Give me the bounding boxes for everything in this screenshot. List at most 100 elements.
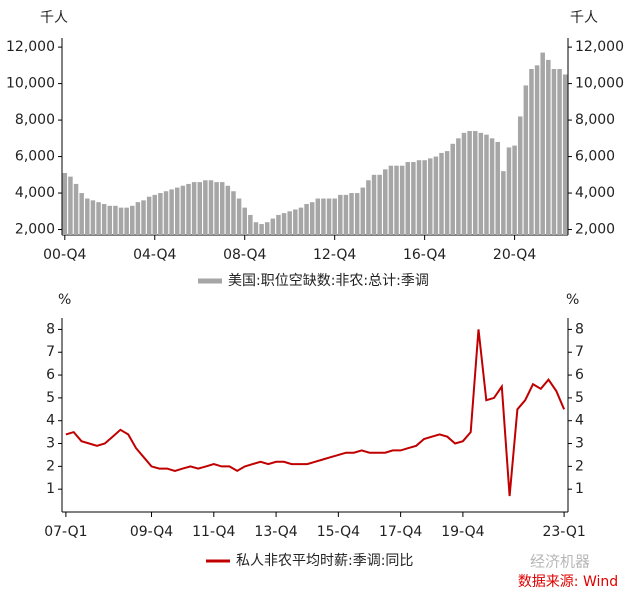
bar	[242, 207, 247, 235]
y-tick-label: 4	[46, 413, 55, 429]
y2-tick-label: 2,000	[575, 222, 615, 238]
bar	[326, 198, 332, 235]
y-tick-label: 3	[46, 436, 55, 452]
bar	[62, 172, 68, 235]
bar	[540, 52, 545, 236]
x-tick-label: 11-Q4	[192, 524, 235, 540]
legend-label: 美国:职位空缺数:非农:总计:季调	[228, 273, 429, 289]
bar	[281, 213, 287, 235]
bar	[534, 65, 540, 235]
y-tick-label: 12,000	[6, 39, 55, 55]
bar	[517, 116, 523, 235]
bar	[293, 209, 298, 235]
bar	[383, 169, 388, 235]
bar	[253, 222, 259, 235]
x-tick-label: 08-Q4	[223, 247, 266, 263]
y2-axis-unit: 千人	[570, 10, 598, 26]
bar	[506, 147, 512, 235]
bar	[208, 180, 214, 235]
bar	[197, 182, 202, 235]
bar	[85, 198, 90, 235]
bar	[371, 174, 377, 235]
y2-tick-label: 3	[575, 436, 584, 452]
bar	[512, 145, 517, 235]
y2-tick-label: 8,000	[575, 112, 615, 128]
y2-tick-label: 4,000	[575, 185, 615, 201]
bar	[68, 176, 73, 235]
y2-tick-label: 7	[575, 344, 584, 360]
x-tick-label: 09-Q4	[130, 524, 173, 540]
bar	[489, 138, 495, 235]
bar	[248, 214, 253, 235]
y-tick-label: 6	[46, 367, 55, 383]
bar	[315, 198, 321, 235]
bar	[529, 69, 534, 235]
source: 数据来源: Wind	[518, 574, 618, 590]
bar	[107, 205, 113, 235]
y2-tick-label: 6,000	[575, 149, 615, 165]
y-tick-label: 7	[46, 344, 55, 360]
bar	[501, 171, 506, 235]
bar	[450, 143, 455, 235]
bar	[175, 187, 180, 235]
bar	[557, 69, 562, 235]
y-tick-label: 8	[46, 321, 55, 337]
x-tick-label: 17-Q4	[379, 524, 422, 540]
bar	[287, 211, 292, 235]
bar	[439, 152, 444, 235]
bar	[270, 218, 276, 235]
bar	[433, 156, 439, 235]
bar	[298, 207, 304, 235]
x-tick-label: 07-Q1	[44, 524, 87, 540]
y-tick-label: 5	[46, 390, 55, 406]
line	[65, 329, 566, 497]
bar	[113, 205, 118, 235]
bar	[101, 203, 107, 235]
bar	[309, 202, 315, 235]
bar	[264, 222, 270, 235]
bar	[231, 191, 236, 235]
bar	[456, 138, 461, 235]
x-tick-label: 04-Q4	[133, 247, 176, 263]
bar	[360, 187, 366, 235]
bar	[472, 131, 478, 235]
bar	[225, 185, 231, 235]
bar	[118, 207, 124, 235]
bar	[321, 198, 326, 235]
bar	[478, 132, 484, 235]
bar	[236, 198, 242, 235]
bar	[158, 193, 163, 235]
y2-axis-unit: %	[566, 292, 579, 308]
y-tick-label: 6,000	[15, 149, 55, 165]
x-tick-label: 20-Q4	[493, 247, 536, 263]
bar	[130, 205, 135, 235]
bar	[338, 194, 343, 235]
bar	[163, 191, 169, 235]
y-tick-label: 2,000	[15, 222, 55, 238]
y-tick-label: 10,000	[6, 76, 55, 92]
y2-tick-label: 6	[575, 367, 584, 383]
bar	[169, 189, 174, 235]
bar	[90, 200, 96, 235]
bar	[135, 202, 141, 235]
bar	[388, 165, 394, 235]
bar	[394, 165, 399, 235]
bar	[377, 174, 382, 235]
bar	[405, 162, 411, 235]
y2-tick-label: 12,000	[575, 39, 624, 55]
x-tick-label: 16-Q4	[403, 247, 446, 263]
bar	[191, 182, 197, 235]
bar	[349, 193, 354, 235]
x-tick-label: 00-Q4	[43, 247, 86, 263]
bar	[146, 196, 152, 235]
legend-label: 私人非农平均时薪:季调:同比	[236, 553, 413, 569]
bar	[79, 193, 84, 235]
x-tick-label: 13-Q4	[254, 524, 297, 540]
bar	[484, 134, 489, 235]
bar	[73, 183, 79, 235]
y-tick-label: 4,000	[15, 185, 55, 201]
bar	[203, 180, 208, 235]
bar	[304, 203, 309, 235]
bar	[551, 69, 557, 235]
